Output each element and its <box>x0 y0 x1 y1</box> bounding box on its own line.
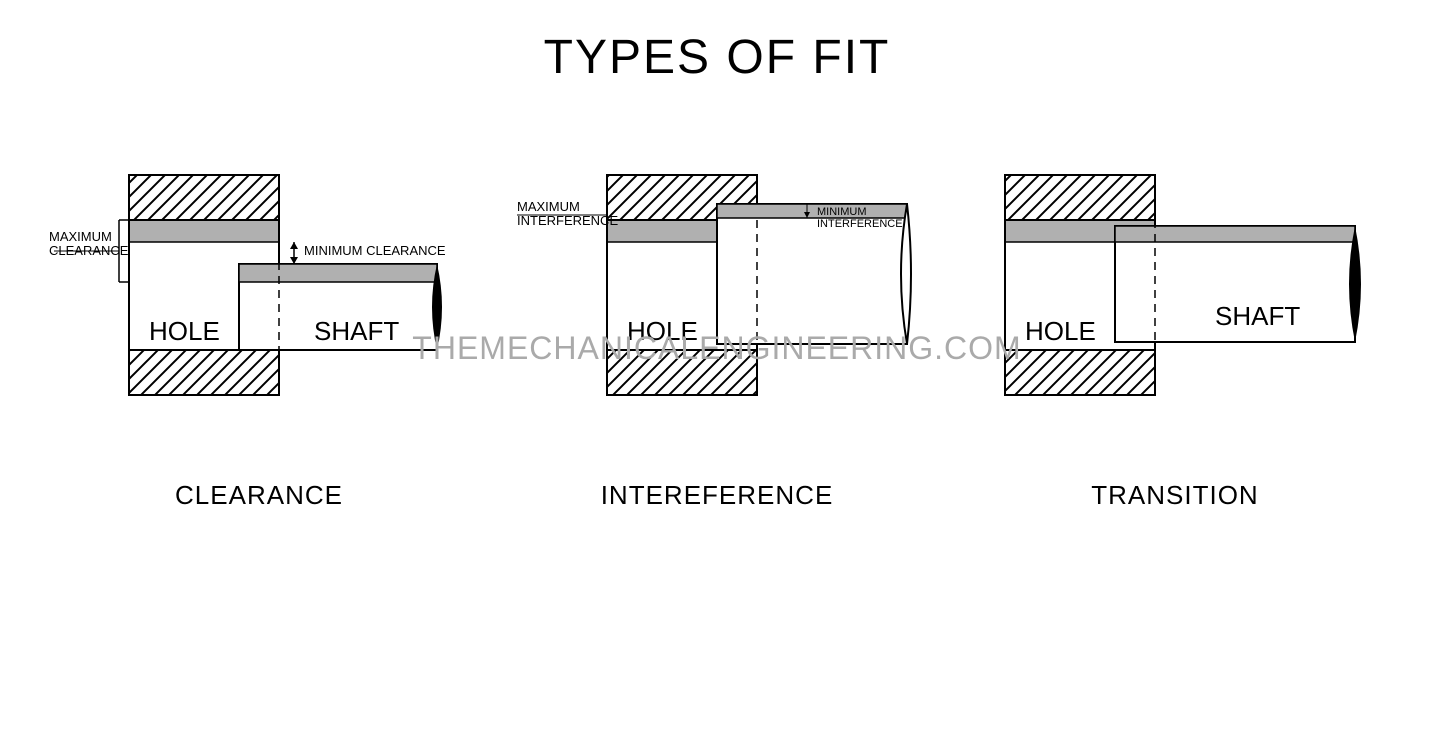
hole-label: HOLE <box>1025 316 1096 346</box>
clearance-caption: CLEARANCE <box>49 480 469 511</box>
interference-caption: INTEREFERENCE <box>507 480 927 511</box>
fit-transition: HOLE SHAFT TRANSITION <box>965 165 1385 511</box>
fit-interference: HOLE MAXIMUM INTERFERENCE MINIMUM INTERF… <box>507 165 927 511</box>
fit-clearance: HOLE SHAFT MAXIMUM CLEARANCE MINIMUM CLE… <box>49 165 469 511</box>
shaft-label: SHAFT <box>314 316 399 346</box>
shaft-label: SHAFT <box>1215 301 1300 331</box>
max-interf-2: INTERFERENCE <box>517 213 618 228</box>
min-clearance-label: MINIMUM CLEARANCE <box>304 243 446 258</box>
max-interf-1: MAXIMUM <box>517 199 580 214</box>
min-interf-2: INTERFERENCE <box>817 218 903 230</box>
hole-label: HOLE <box>149 316 220 346</box>
clearance-svg: HOLE SHAFT MAXIMUM CLEARANCE MINIMUM CLE… <box>49 165 469 425</box>
max-clearance-label-2: CLEARANCE <box>49 243 129 258</box>
min-interf-1: MINIMUM <box>817 206 867 218</box>
transition-caption: TRANSITION <box>965 480 1385 511</box>
max-clearance-label-1: MAXIMUM <box>49 229 112 244</box>
interference-svg: HOLE MAXIMUM INTERFERENCE MINIMUM INTERF… <box>507 165 927 425</box>
hole-label: HOLE <box>627 316 698 346</box>
diagram-row: HOLE SHAFT MAXIMUM CLEARANCE MINIMUM CLE… <box>0 165 1434 511</box>
page-title: TYPES OF FIT <box>0 30 1434 85</box>
transition-svg: HOLE SHAFT <box>965 165 1385 425</box>
